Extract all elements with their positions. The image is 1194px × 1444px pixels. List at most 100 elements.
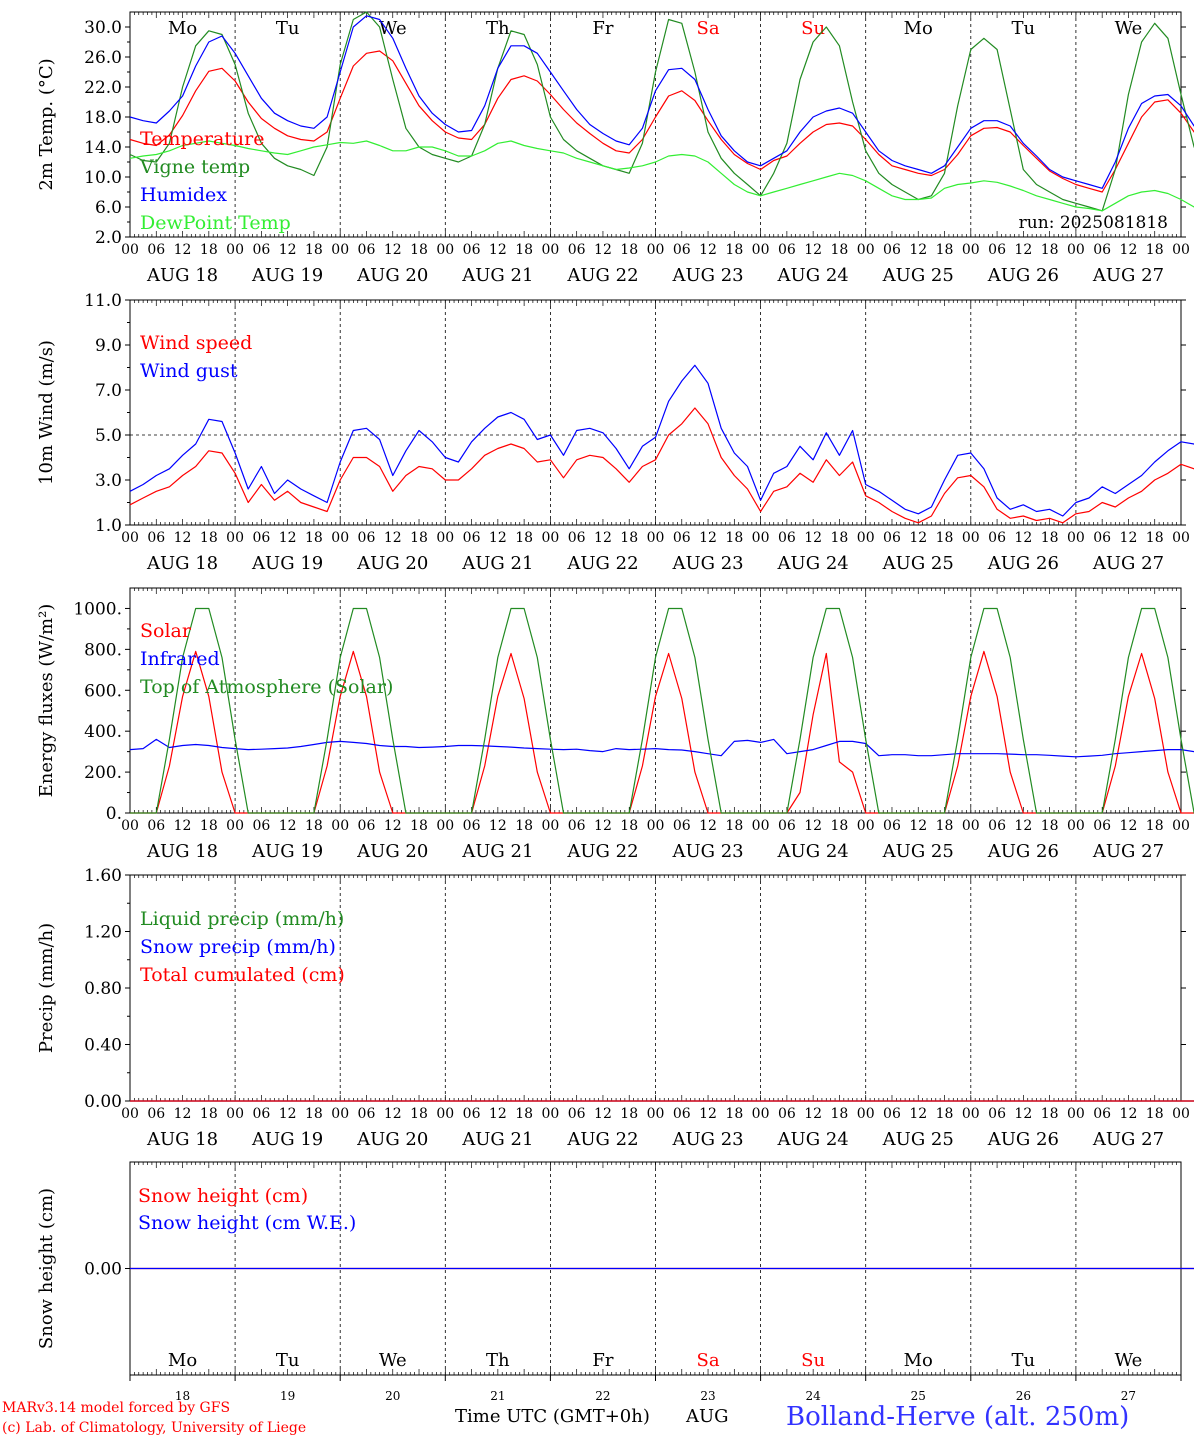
y-axis-title: Energy fluxes (W/m²) bbox=[36, 604, 57, 798]
x-hour-label: 00 bbox=[541, 818, 559, 834]
y-tick-label: 0. bbox=[106, 804, 122, 824]
bottom-day-label: Sa bbox=[697, 1350, 720, 1371]
x-hour-label: 18 bbox=[1041, 242, 1059, 258]
x-hour-label: 12 bbox=[489, 1106, 507, 1122]
y-tick-label: 30.0 bbox=[84, 18, 122, 38]
bottom-day-label: Tu bbox=[276, 1350, 300, 1371]
x-hour-label: 00 bbox=[647, 242, 665, 258]
x-date-label: AUG 19 bbox=[251, 841, 323, 862]
day-number-label: 26 bbox=[1016, 1389, 1031, 1403]
x-hour-label: 12 bbox=[1014, 242, 1032, 258]
x-hour-label: 18 bbox=[305, 818, 323, 834]
x-hour-label: 06 bbox=[1093, 242, 1111, 258]
x-hour-label: 12 bbox=[1014, 1106, 1032, 1122]
x-hour-label: 06 bbox=[988, 242, 1006, 258]
x-hour-label: 06 bbox=[252, 818, 270, 834]
x-hour-label: 00 bbox=[962, 530, 980, 546]
x-hour-label: 18 bbox=[200, 1106, 218, 1122]
x-hour-label: 18 bbox=[831, 242, 849, 258]
x-date-label: AUG 18 bbox=[146, 553, 218, 574]
x-hour-label: 06 bbox=[778, 242, 796, 258]
x-hour-label: 06 bbox=[252, 530, 270, 546]
x-date-label: AUG 26 bbox=[987, 553, 1059, 574]
bottom-day-label: Th bbox=[486, 1350, 510, 1371]
y-tick-label: 22.0 bbox=[84, 78, 122, 98]
x-hour-label: 06 bbox=[358, 242, 376, 258]
x-hour-label: 06 bbox=[1093, 1106, 1111, 1122]
x-date-label: AUG 22 bbox=[566, 553, 638, 574]
day-label: Mo bbox=[168, 18, 197, 39]
x-hour-label: 18 bbox=[1146, 530, 1164, 546]
x-hour-label: 18 bbox=[936, 818, 954, 834]
x-hour-label: 12 bbox=[174, 242, 192, 258]
x-hour-label: 18 bbox=[936, 1106, 954, 1122]
x-date-label: AUG 26 bbox=[987, 265, 1059, 286]
day-label: Su bbox=[801, 18, 825, 39]
x-hour-label: 00 bbox=[962, 1106, 980, 1122]
x-hour-label: 00 bbox=[121, 242, 139, 258]
x-hour-label: 00 bbox=[647, 818, 665, 834]
x-hour-label: 12 bbox=[699, 530, 717, 546]
x-hour-label: 18 bbox=[1041, 530, 1059, 546]
series-line bbox=[130, 607, 1194, 814]
x-hour-label: 06 bbox=[673, 1106, 691, 1122]
x-date-label: AUG 24 bbox=[777, 553, 849, 574]
x-date-label: AUG 27 bbox=[1092, 265, 1164, 286]
x-hour-label: 18 bbox=[1041, 1106, 1059, 1122]
x-hour-label: 06 bbox=[988, 818, 1006, 834]
x-hour-label: 12 bbox=[279, 530, 297, 546]
x-date-label: AUG 27 bbox=[1092, 1129, 1164, 1150]
day-number-label: 22 bbox=[595, 1389, 610, 1403]
x-hour-label: 18 bbox=[725, 530, 743, 546]
y-tick-label: 0.40 bbox=[84, 1036, 122, 1056]
x-hour-label: 18 bbox=[620, 1106, 638, 1122]
x-hour-label: 06 bbox=[358, 818, 376, 834]
x-date-label: AUG 27 bbox=[1092, 553, 1164, 574]
x-hour-label: 00 bbox=[1172, 242, 1190, 258]
x-hour-label: 18 bbox=[410, 1106, 428, 1122]
x-hour-label: 00 bbox=[331, 530, 349, 546]
y-tick-label: 11.0 bbox=[84, 291, 122, 311]
day-number-label: 25 bbox=[911, 1389, 926, 1403]
x-date-label: AUG 22 bbox=[566, 841, 638, 862]
x-hour-label: 00 bbox=[331, 818, 349, 834]
day-number-label: 24 bbox=[806, 1389, 822, 1403]
x-hour-label: 18 bbox=[305, 242, 323, 258]
x-hour-label: 00 bbox=[121, 1106, 139, 1122]
x-hour-label: 18 bbox=[410, 818, 428, 834]
x-date-label: AUG 24 bbox=[777, 1129, 849, 1150]
panel-precip: 1.60 1.20 0.80 0.40 0.00 Precip (mm/h) 00 06 12 1… bbox=[36, 866, 1194, 1150]
x-date-label: AUG 23 bbox=[671, 553, 743, 574]
y-axis-title: 2m Temp. (°C) bbox=[36, 58, 57, 190]
legend-entry: Humidex bbox=[140, 184, 227, 206]
x-date-label: AUG 25 bbox=[882, 841, 954, 862]
legend-entry: Vigne temp bbox=[139, 156, 250, 178]
x-hour-label: 06 bbox=[463, 1106, 481, 1122]
legend-entry: Snow height (cm) bbox=[138, 1185, 308, 1207]
y-tick-label: 26.0 bbox=[84, 48, 122, 68]
x-date-label: AUG 26 bbox=[987, 841, 1059, 862]
y-tick-label: 1000. bbox=[73, 599, 122, 619]
x-hour-label: 00 bbox=[1067, 818, 1085, 834]
x-hour-label: 12 bbox=[384, 242, 402, 258]
y-tick-label: 18.0 bbox=[84, 108, 122, 128]
x-date-label: AUG 20 bbox=[356, 553, 428, 574]
x-hour-label: 06 bbox=[568, 530, 586, 546]
month-label: AUG bbox=[686, 1406, 729, 1427]
x-hour-label: 00 bbox=[647, 1106, 665, 1122]
x-hour-label: 18 bbox=[1146, 242, 1164, 258]
x-hour-label: 00 bbox=[857, 530, 875, 546]
legend-entry: Wind speed bbox=[140, 332, 252, 354]
bottom-day-label: We bbox=[1115, 1350, 1143, 1371]
x-hour-label: 18 bbox=[936, 242, 954, 258]
x-hour-label: 12 bbox=[804, 530, 822, 546]
y-tick-label: 1.20 bbox=[84, 923, 122, 943]
x-hour-label: 18 bbox=[305, 1106, 323, 1122]
x-hour-label: 12 bbox=[384, 530, 402, 546]
x-hour-label: 18 bbox=[200, 530, 218, 546]
x-hour-label: 00 bbox=[226, 530, 244, 546]
x-hour-label: 12 bbox=[279, 1106, 297, 1122]
day-label: We bbox=[1115, 18, 1143, 39]
x-date-label: AUG 21 bbox=[461, 841, 533, 862]
